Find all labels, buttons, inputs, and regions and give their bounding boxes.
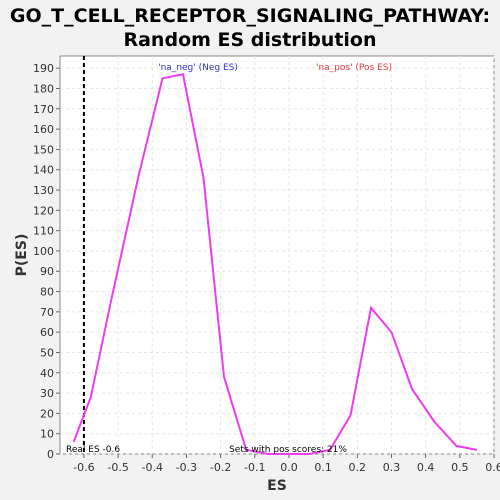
y-tick-label: 10 — [40, 428, 54, 441]
y-tick-label: 180 — [33, 82, 54, 95]
y-tick-label: 70 — [40, 306, 54, 319]
y-tick-label: 100 — [33, 245, 54, 258]
y-tick-label: 110 — [33, 225, 54, 238]
y-tick-label: 150 — [33, 143, 54, 156]
y-tick-label: 190 — [33, 62, 54, 75]
chart-title-line-2: Random ES distribution — [123, 29, 376, 51]
x-tick-label: 0.0 — [280, 461, 298, 474]
x-tick-label: 0.1 — [314, 461, 332, 474]
x-tick-label: 0.4 — [417, 461, 435, 474]
y-tick-label: 50 — [40, 346, 54, 359]
y-axis-label: P(ES) — [14, 234, 30, 277]
y-tick-label: 80 — [40, 286, 54, 299]
x-tick-label: 0.5 — [451, 461, 469, 474]
chart-title-line-1: GO_T_CELL_RECEPTOR_SIGNALING_PATHWAY: — [10, 5, 490, 27]
x-tick-label: 0.6 — [485, 461, 500, 474]
x-tick-label: -0.1 — [244, 461, 265, 474]
legend-neg-es: 'na_neg' (Neg ES) — [158, 63, 238, 73]
y-tick-label: 140 — [33, 164, 54, 177]
x-tick-label: -0.5 — [107, 461, 128, 474]
x-tick-label: 0.3 — [383, 461, 401, 474]
legend-pos-es: 'na_pos' (Pos ES) — [316, 63, 392, 73]
x-tick-label: 0.2 — [349, 461, 367, 474]
y-tick-label: 20 — [40, 407, 54, 420]
y-tick-label: 170 — [33, 103, 54, 116]
y-tick-label: 60 — [40, 326, 54, 339]
x-tick-label: -0.6 — [73, 461, 94, 474]
grid — [60, 56, 495, 455]
x-axis-ticks: -0.6 -0.5 -0.4 -0.3 -0.2 -0.1 0.0 0.1 0.2 0.3 0.4 0… — [73, 454, 500, 474]
y-tick-label: 130 — [33, 184, 54, 197]
x-tick-label: -0.2 — [210, 461, 231, 474]
pos-scores-annotation: Sets with pos scores: 21% — [229, 445, 347, 455]
y-axis-ticks: 0 10 20 30 40 50 60 70 80 90 100 110 120 130 140 150 160… — [33, 62, 60, 461]
x-axis-label: ES — [267, 478, 287, 494]
y-tick-label: 40 — [40, 367, 54, 380]
y-tick-label: 90 — [40, 265, 54, 278]
x-tick-label: -0.4 — [142, 461, 163, 474]
real-es-annotation: Real ES -0.6 — [66, 445, 120, 455]
y-tick-label: 30 — [40, 387, 54, 400]
y-tick-label: 160 — [33, 123, 54, 136]
x-tick-label: -0.3 — [176, 461, 197, 474]
y-tick-label: 120 — [33, 204, 54, 217]
random-es-series-line — [72, 73, 478, 455]
y-tick-label: 0 — [47, 448, 54, 461]
plot-area — [59, 55, 495, 455]
